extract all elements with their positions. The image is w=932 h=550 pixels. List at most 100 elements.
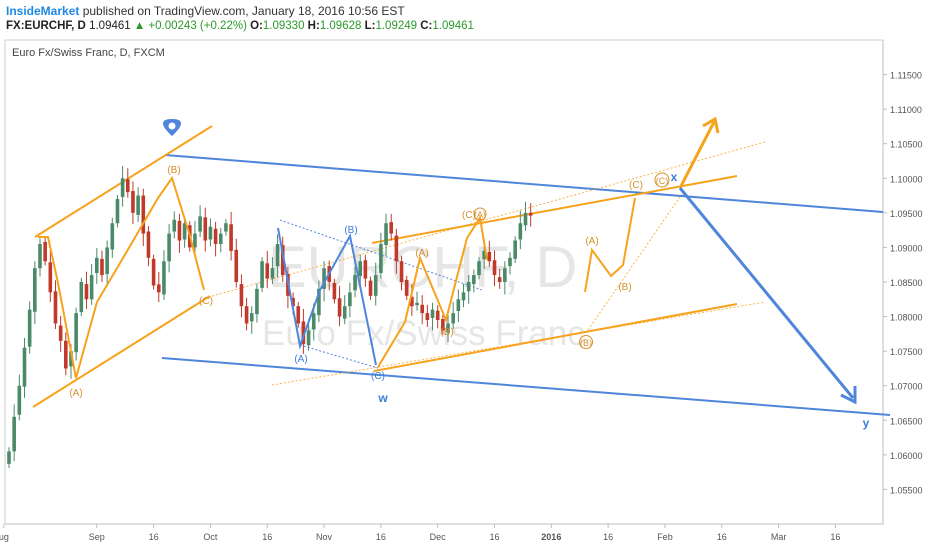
y-tick-label: 1.07000 xyxy=(890,382,923,392)
wave-label-C: (C) xyxy=(462,210,476,221)
candle-body xyxy=(311,313,316,330)
candle-body xyxy=(260,261,264,288)
candle-body xyxy=(53,291,58,324)
candle-body xyxy=(156,284,161,293)
symbol-header: FX:EURCHF, D 1.09461 ▲ +0.00243 (+0.22%)… xyxy=(6,20,474,32)
candle-body xyxy=(358,261,363,277)
orange-dotted-lower xyxy=(271,301,766,386)
blue-channel-lower-line[interactable] xyxy=(161,357,891,416)
candle-body xyxy=(518,223,523,240)
blue-wave-path xyxy=(277,227,377,366)
wave-labels: (B) (A) (C) (C) (A) (A) (B) (A) (B) (C) … xyxy=(69,165,869,430)
last-price: 1.09461 xyxy=(89,20,131,32)
candle-body xyxy=(280,245,285,276)
y-tick-label: 1.11000 xyxy=(890,105,922,115)
candle-body xyxy=(415,302,419,306)
time-axis: ug Sep 16 Oct 16 Nov 16 Dec 16 2016 16 Feb 16 Mar 16 xyxy=(0,524,840,542)
wave-label-C: (C) xyxy=(199,296,213,307)
orange-channel-upper-right[interactable] xyxy=(371,175,738,244)
candle-body xyxy=(368,280,373,296)
high-label: H: xyxy=(307,20,320,32)
publish-header: InsideMarket published on TradingView.co… xyxy=(6,4,405,18)
circled-B-ring xyxy=(579,335,593,349)
wave-label-circled-C: (C) xyxy=(656,176,669,186)
circled-A-ring xyxy=(473,207,487,221)
wave-label-blue-B: (B) xyxy=(344,225,357,236)
candle-body xyxy=(456,299,461,312)
candle-body xyxy=(120,178,125,197)
low-label: L: xyxy=(364,20,376,32)
candle-body xyxy=(399,261,404,282)
candle-body xyxy=(141,195,146,234)
projection-arrow-up-head xyxy=(702,116,720,134)
candle-body xyxy=(528,212,533,216)
candle-body xyxy=(12,416,16,452)
x-tick-label: Mar xyxy=(771,532,787,542)
candle-body xyxy=(322,268,326,289)
close-label: C: xyxy=(420,20,433,32)
candle-body xyxy=(492,260,497,276)
candle-body xyxy=(472,275,476,285)
y-tick-label: 1.09000 xyxy=(890,243,923,253)
low-value: 1.09249 xyxy=(375,20,418,32)
candle-body xyxy=(249,313,254,322)
wave-label-circled-A: (A) xyxy=(474,210,486,220)
y-tick-label: 1.08000 xyxy=(890,313,923,323)
blue-dotted-lower xyxy=(299,344,379,369)
wave-label-B: (B) xyxy=(440,327,453,338)
candle-body xyxy=(317,288,321,316)
candle-body xyxy=(337,298,342,317)
open-value: 1.09330 xyxy=(262,20,305,32)
candle-body xyxy=(420,304,424,314)
x-tick-label: 16 xyxy=(376,532,386,542)
candle-body xyxy=(379,243,383,274)
candle-body xyxy=(125,179,130,193)
orange-channel-lower-left[interactable] xyxy=(32,295,211,408)
candle-body xyxy=(435,310,440,321)
candle-body xyxy=(33,268,37,312)
projection-arrow-down[interactable] xyxy=(678,187,855,399)
candle-body xyxy=(425,313,430,321)
candle-body xyxy=(84,284,89,300)
candle-body xyxy=(100,258,104,276)
candle-body xyxy=(198,216,202,232)
x-tick-label: 16 xyxy=(830,532,840,542)
orange-channel-lower-right[interactable] xyxy=(373,303,738,372)
candle-body xyxy=(69,351,73,367)
candle-body xyxy=(224,223,228,232)
candle-body xyxy=(275,243,280,267)
author-link[interactable]: InsideMarket xyxy=(6,4,80,18)
price-change: ▲ +0.00243 (+0.22%) xyxy=(133,20,247,32)
candle-body xyxy=(482,250,486,260)
candle-body xyxy=(234,249,239,282)
price-axis: 1.11500 1.11000 1.10500 1.10000 1.09500 1.090… xyxy=(883,71,923,495)
candle-body xyxy=(270,268,275,279)
candle-body xyxy=(332,283,337,300)
candle-body xyxy=(508,257,512,267)
wave-label-blue-C: (C) xyxy=(371,371,385,382)
x-tick-label: 16 xyxy=(603,532,613,542)
candle-body xyxy=(136,195,140,215)
candle-body xyxy=(146,231,151,258)
candle-body xyxy=(430,309,435,318)
candle-body xyxy=(451,313,455,324)
symbol-label[interactable]: FX:EURCHF, D xyxy=(6,20,86,32)
candle-body xyxy=(17,385,22,415)
y-tick-label: 1.07500 xyxy=(890,347,923,357)
x-tick-label: Dec xyxy=(430,532,447,542)
y-tick-label: 1.06500 xyxy=(890,416,923,426)
candle-body xyxy=(167,233,171,262)
x-tick-label: 16 xyxy=(149,532,159,542)
candle-body xyxy=(151,258,156,286)
candle-body xyxy=(373,275,378,296)
candle-body xyxy=(384,223,388,246)
wave-label-circled-B: (B) xyxy=(580,338,592,348)
projection-arrow-up[interactable] xyxy=(678,121,716,189)
candle-body xyxy=(394,235,399,262)
wave-label-A: (A) xyxy=(415,248,428,259)
blue-channel-upper-line[interactable] xyxy=(164,154,884,213)
candle-body xyxy=(110,223,115,250)
candle-body xyxy=(301,321,306,345)
y-tick-label: 1.06000 xyxy=(890,451,923,461)
